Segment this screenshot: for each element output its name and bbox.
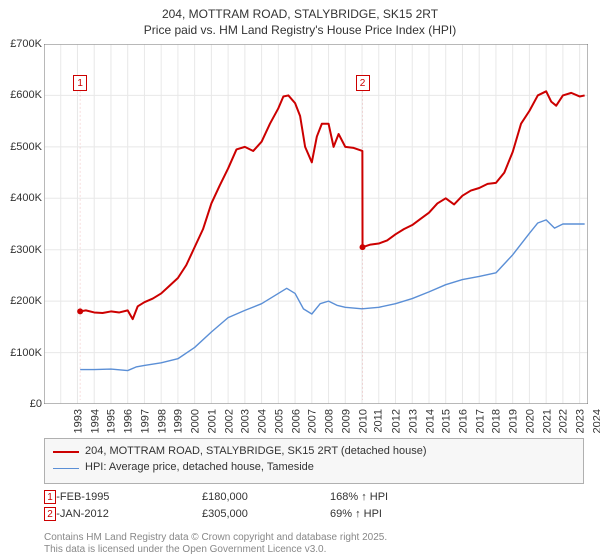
callout-marker-icon: 2 — [356, 75, 370, 91]
y-tick-label: £400K — [0, 192, 42, 204]
y-tick-label: £0 — [0, 398, 42, 410]
legend-label: 204, MOTTRAM ROAD, STALYBRIDGE, SK15 2RT… — [85, 444, 427, 459]
callout-marker-icon: 1 — [73, 75, 87, 91]
title-line1: 204, MOTTRAM ROAD, STALYBRIDGE, SK15 2RT — [162, 7, 438, 21]
attribution-footer: Contains HM Land Registry data © Crown c… — [44, 532, 584, 556]
footer-line1: Contains HM Land Registry data © Crown c… — [44, 532, 387, 543]
y-tick-label: £200K — [0, 295, 42, 307]
sale-pct: 69% ↑ HPI — [330, 508, 450, 520]
legend-swatch — [53, 451, 79, 453]
sale-price: £180,000 — [202, 491, 312, 503]
y-tick-label: £300K — [0, 244, 42, 256]
line-chart — [44, 44, 588, 404]
y-tick-label: £500K — [0, 141, 42, 153]
legend-item: HPI: Average price, detached house, Tame… — [53, 460, 575, 475]
y-tick-label: £700K — [0, 38, 42, 50]
y-tick-label: £100K — [0, 347, 42, 359]
title-line2: Price paid vs. HM Land Registry's House … — [144, 23, 456, 37]
x-tick-label: 2024 — [591, 409, 600, 433]
sale-date: 12-JAN-2012 — [44, 508, 184, 520]
legend-item: 204, MOTTRAM ROAD, STALYBRIDGE, SK15 2RT… — [53, 444, 575, 459]
sale-pct: 168% ↑ HPI — [330, 491, 450, 503]
legend: 204, MOTTRAM ROAD, STALYBRIDGE, SK15 2RT… — [44, 438, 584, 484]
sale-date: 28-FEB-1995 — [44, 491, 184, 503]
sales-table: 1 28-FEB-1995 £180,000 168% ↑ HPI 2 12-J… — [44, 486, 584, 525]
table-row: 1 28-FEB-1995 £180,000 168% ↑ HPI — [44, 491, 584, 503]
sale-price: £305,000 — [202, 508, 312, 520]
legend-label: HPI: Average price, detached house, Tame… — [85, 460, 314, 475]
sale-marker-icon: 2 — [44, 507, 56, 521]
legend-swatch — [53, 468, 79, 469]
chart-title: 204, MOTTRAM ROAD, STALYBRIDGE, SK15 2RT… — [0, 0, 600, 38]
sale-marker-icon: 1 — [44, 490, 56, 504]
table-row: 2 12-JAN-2012 £305,000 69% ↑ HPI — [44, 508, 584, 520]
y-tick-label: £600K — [0, 89, 42, 101]
footer-line2: This data is licensed under the Open Gov… — [44, 544, 326, 555]
